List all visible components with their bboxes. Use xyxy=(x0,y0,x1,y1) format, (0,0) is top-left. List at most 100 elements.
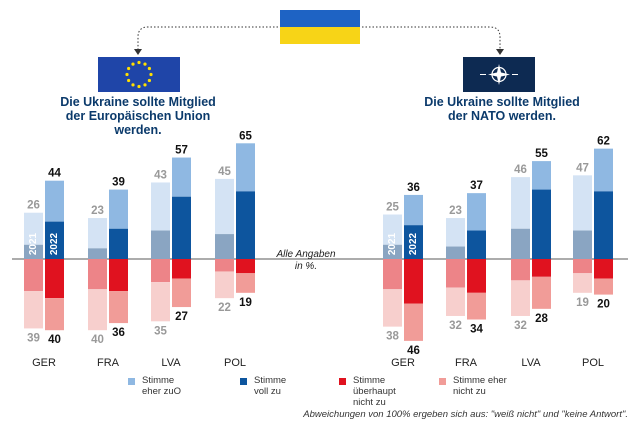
eu-star-icon xyxy=(125,72,129,77)
bar-agree-full xyxy=(404,225,423,259)
ukraine-flag-icon xyxy=(280,10,360,44)
bar-disagree-full xyxy=(151,259,170,283)
bar-lva-2021: 46 32 xyxy=(511,164,530,332)
bar-agree-rather xyxy=(404,194,423,226)
bar-disagree-rather xyxy=(45,298,64,331)
category-label-pol: POL xyxy=(224,357,246,369)
value-label-negative: 19 xyxy=(576,297,589,309)
year-label: 2021 xyxy=(387,232,398,255)
value-label-negative: 39 xyxy=(27,332,40,344)
value-label-positive: 57 xyxy=(175,145,188,157)
bar-disagree-full xyxy=(215,259,234,272)
bar-disagree-rather xyxy=(532,276,551,309)
bar-agree-full xyxy=(511,228,530,259)
bar-disagree-full xyxy=(24,259,43,292)
bar-fra-2022: 39 36 xyxy=(109,177,128,339)
bar-agree-rather xyxy=(45,180,64,222)
bar-agree-full xyxy=(151,230,170,259)
bar-disagree-full xyxy=(383,259,402,290)
eu-star-icon xyxy=(147,78,151,83)
eu-star-icon xyxy=(147,66,151,71)
bar-ger-2022: 36 46 2022 xyxy=(404,182,423,357)
bar-agree-rather xyxy=(172,157,191,197)
value-label-negative: 19 xyxy=(239,297,252,309)
eu-star-icon xyxy=(143,83,147,87)
legend-swatch-agree-full xyxy=(240,378,247,385)
legend-swatch-disagree-full xyxy=(339,378,346,385)
value-label-positive: 47 xyxy=(576,162,589,174)
value-label-negative: 22 xyxy=(218,302,231,314)
connector-left xyxy=(137,26,278,52)
bar-disagree-full xyxy=(532,259,551,277)
bar-disagree-rather xyxy=(88,289,107,331)
category-label-lva: LVA xyxy=(161,357,181,369)
bar-disagree-rather xyxy=(24,291,43,329)
bar-disagree-full xyxy=(594,259,613,279)
value-label-negative: 36 xyxy=(112,327,125,339)
bar-agree-full xyxy=(236,191,255,259)
legend-label-agree-full: Stimme voll zu xyxy=(254,375,287,397)
bar-ger-2021: 25 38 2021 xyxy=(383,202,402,343)
bar-lva-2022: 55 28 xyxy=(532,148,551,325)
value-label-positive: 23 xyxy=(91,205,104,217)
bar-disagree-full xyxy=(236,259,255,274)
category-label-fra: FRA xyxy=(455,357,478,369)
bar-lva-2021: 43 35 xyxy=(151,169,170,337)
bar-agree-rather xyxy=(532,161,551,190)
bar-agree-full xyxy=(172,196,191,259)
eu-star-icon xyxy=(137,60,141,65)
year-label: 2022 xyxy=(49,232,60,255)
category-label-pol: POL xyxy=(582,357,604,369)
connector-right xyxy=(362,26,501,52)
arrow-left-icon xyxy=(134,49,142,55)
bar-disagree-rather xyxy=(172,278,191,308)
bar-disagree-full xyxy=(467,259,486,293)
bar-disagree-rather xyxy=(594,278,613,295)
bar-agree-full xyxy=(383,244,402,259)
bar-agree-full xyxy=(467,230,486,259)
bar-agree-full xyxy=(446,246,465,259)
legend-label-disagree-full: Stimme überhaupt nicht zu xyxy=(353,375,396,408)
bar-disagree-full xyxy=(511,259,530,281)
value-label-negative: 32 xyxy=(514,320,527,332)
bar-disagree-full xyxy=(109,259,128,292)
category-label-lva: LVA xyxy=(521,357,541,369)
legend-swatch-agree-rather xyxy=(128,378,135,385)
bar-disagree-rather xyxy=(151,282,170,322)
value-label-positive: 43 xyxy=(154,169,167,181)
bar-disagree-rather xyxy=(383,289,402,327)
value-label-positive: 23 xyxy=(449,205,462,217)
bar-disagree-rather xyxy=(446,287,465,316)
bar-agree-rather xyxy=(446,218,465,247)
footnote: Abweichungen von 100% ergeben sich aus: … xyxy=(303,409,628,420)
value-label-positive: 36 xyxy=(407,182,420,194)
legend-swatch-disagree-rather xyxy=(439,378,446,385)
bar-pol-2022: 65 19 xyxy=(236,130,255,309)
value-label-negative: 27 xyxy=(175,311,188,323)
bar-agree-full xyxy=(88,248,107,259)
arrow-right-icon xyxy=(496,49,504,55)
bar-agree-rather xyxy=(88,218,107,249)
bar-disagree-full xyxy=(88,259,107,290)
eu-star-icon xyxy=(131,62,135,66)
ukraine-flag-top xyxy=(280,10,360,27)
bar-fra-2021: 23 32 xyxy=(446,205,465,332)
bar-fra-2021: 23 40 xyxy=(88,205,107,346)
ukraine-flag-bottom xyxy=(280,27,360,44)
bar-agree-rather xyxy=(594,148,613,192)
note-text: Alle Angaben in %. xyxy=(276,249,336,272)
category-label-ger: GER xyxy=(32,357,56,369)
bar-agree-rather xyxy=(24,212,43,245)
eu-star-icon xyxy=(137,84,141,89)
bar-disagree-rather xyxy=(404,303,423,341)
value-label-positive: 26 xyxy=(27,200,40,212)
nato-compass-star xyxy=(488,64,510,85)
bar-pol-2021: 45 22 xyxy=(215,166,234,314)
bar-agree-rather xyxy=(383,214,402,245)
bar-disagree-full xyxy=(573,259,592,274)
bar-ger-2021: 26 39 2021 xyxy=(24,200,43,344)
category-label-fra: FRA xyxy=(97,357,120,369)
value-label-negative: 34 xyxy=(470,324,483,336)
value-label-positive: 39 xyxy=(112,177,125,189)
bar-agree-rather xyxy=(467,193,486,231)
